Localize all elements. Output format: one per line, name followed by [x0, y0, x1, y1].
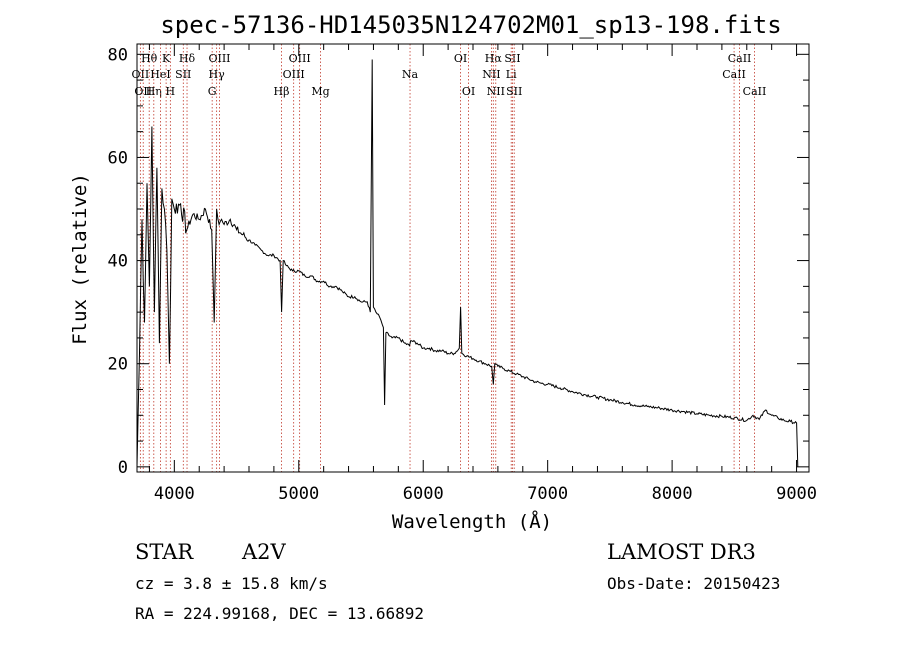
line-label-14: OIII — [289, 52, 311, 65]
y-tick-label-2: 40 — [108, 252, 128, 272]
line-label-5: K — [162, 52, 171, 65]
y-axis-label: Flux (relative) — [69, 173, 91, 345]
x-tick-label-5: 9000 — [776, 484, 817, 504]
line-label-26: CaII — [728, 52, 752, 65]
object-class: STAR — [135, 540, 194, 564]
line-label-17: OI — [454, 52, 467, 65]
spectrum-series — [136, 59, 799, 467]
spectrum-line — [136, 59, 799, 467]
line-label-22: Li — [506, 68, 517, 81]
x-tick-label-1: 5000 — [278, 484, 319, 504]
x-tick-label-3: 7000 — [527, 484, 568, 504]
spectral-subclass: A2V — [242, 540, 286, 564]
y-tick-label-4: 80 — [108, 45, 128, 65]
line-label-8: Hδ — [179, 52, 196, 65]
spectral-line-markers: OIIOIIHθHηHeIKHSIIHδGHγOIIIHβOIIIOIIIMgN… — [132, 44, 767, 472]
line-label-24: SII — [506, 85, 522, 98]
line-label-10: Hγ — [209, 68, 226, 81]
axes: 4000 5000 6000 7000 8000 9000 0 20 40 60 80 — [108, 43, 817, 504]
line-label-21: NII — [487, 85, 505, 98]
survey-name: LAMOST DR3 — [607, 540, 756, 564]
line-label-1: OII — [134, 85, 152, 98]
line-label-12: Hβ — [274, 85, 290, 98]
x-tick-label-2: 6000 — [403, 484, 444, 504]
coordinates-readout: RA = 224.99168, DEC = 13.66892 — [135, 604, 424, 623]
line-label-25: CaII — [722, 68, 746, 81]
line-label-4: HeI — [150, 68, 170, 81]
line-label-0: OII — [132, 68, 150, 81]
line-label-6: H — [166, 85, 176, 98]
x-axis-label: Wavelength (Å) — [392, 510, 552, 533]
y-tick-label-1: 20 — [108, 355, 128, 375]
plot-frame — [136, 43, 810, 473]
y-tick-label-0: 0 — [118, 458, 128, 478]
x-tick-label-0: 4000 — [154, 484, 195, 504]
line-label-16: Na — [402, 68, 419, 81]
x-tick-label-4: 8000 — [652, 484, 693, 504]
line-label-9: G — [208, 85, 217, 98]
line-label-3: Hη — [146, 85, 162, 98]
y-tick-label-3: 60 — [108, 148, 128, 168]
line-label-13: OIII — [283, 68, 305, 81]
line-label-20: Hα — [485, 52, 503, 65]
line-label-11: OIII — [208, 52, 230, 65]
line-label-15: Mg — [311, 85, 329, 98]
line-label-27: CaII — [743, 85, 767, 98]
line-label-23: SII — [504, 52, 520, 65]
line-label-19: NII — [482, 68, 500, 81]
line-label-18: OI — [462, 85, 475, 98]
chart-title: spec-57136-HD145035N124702M01_sp13-198.f… — [160, 11, 781, 39]
observation-date: Obs-Date: 20150423 — [607, 574, 781, 593]
redshift-readout: cz = 3.8 ± 15.8 km/s — [135, 574, 328, 593]
line-label-7: SII — [175, 68, 191, 81]
